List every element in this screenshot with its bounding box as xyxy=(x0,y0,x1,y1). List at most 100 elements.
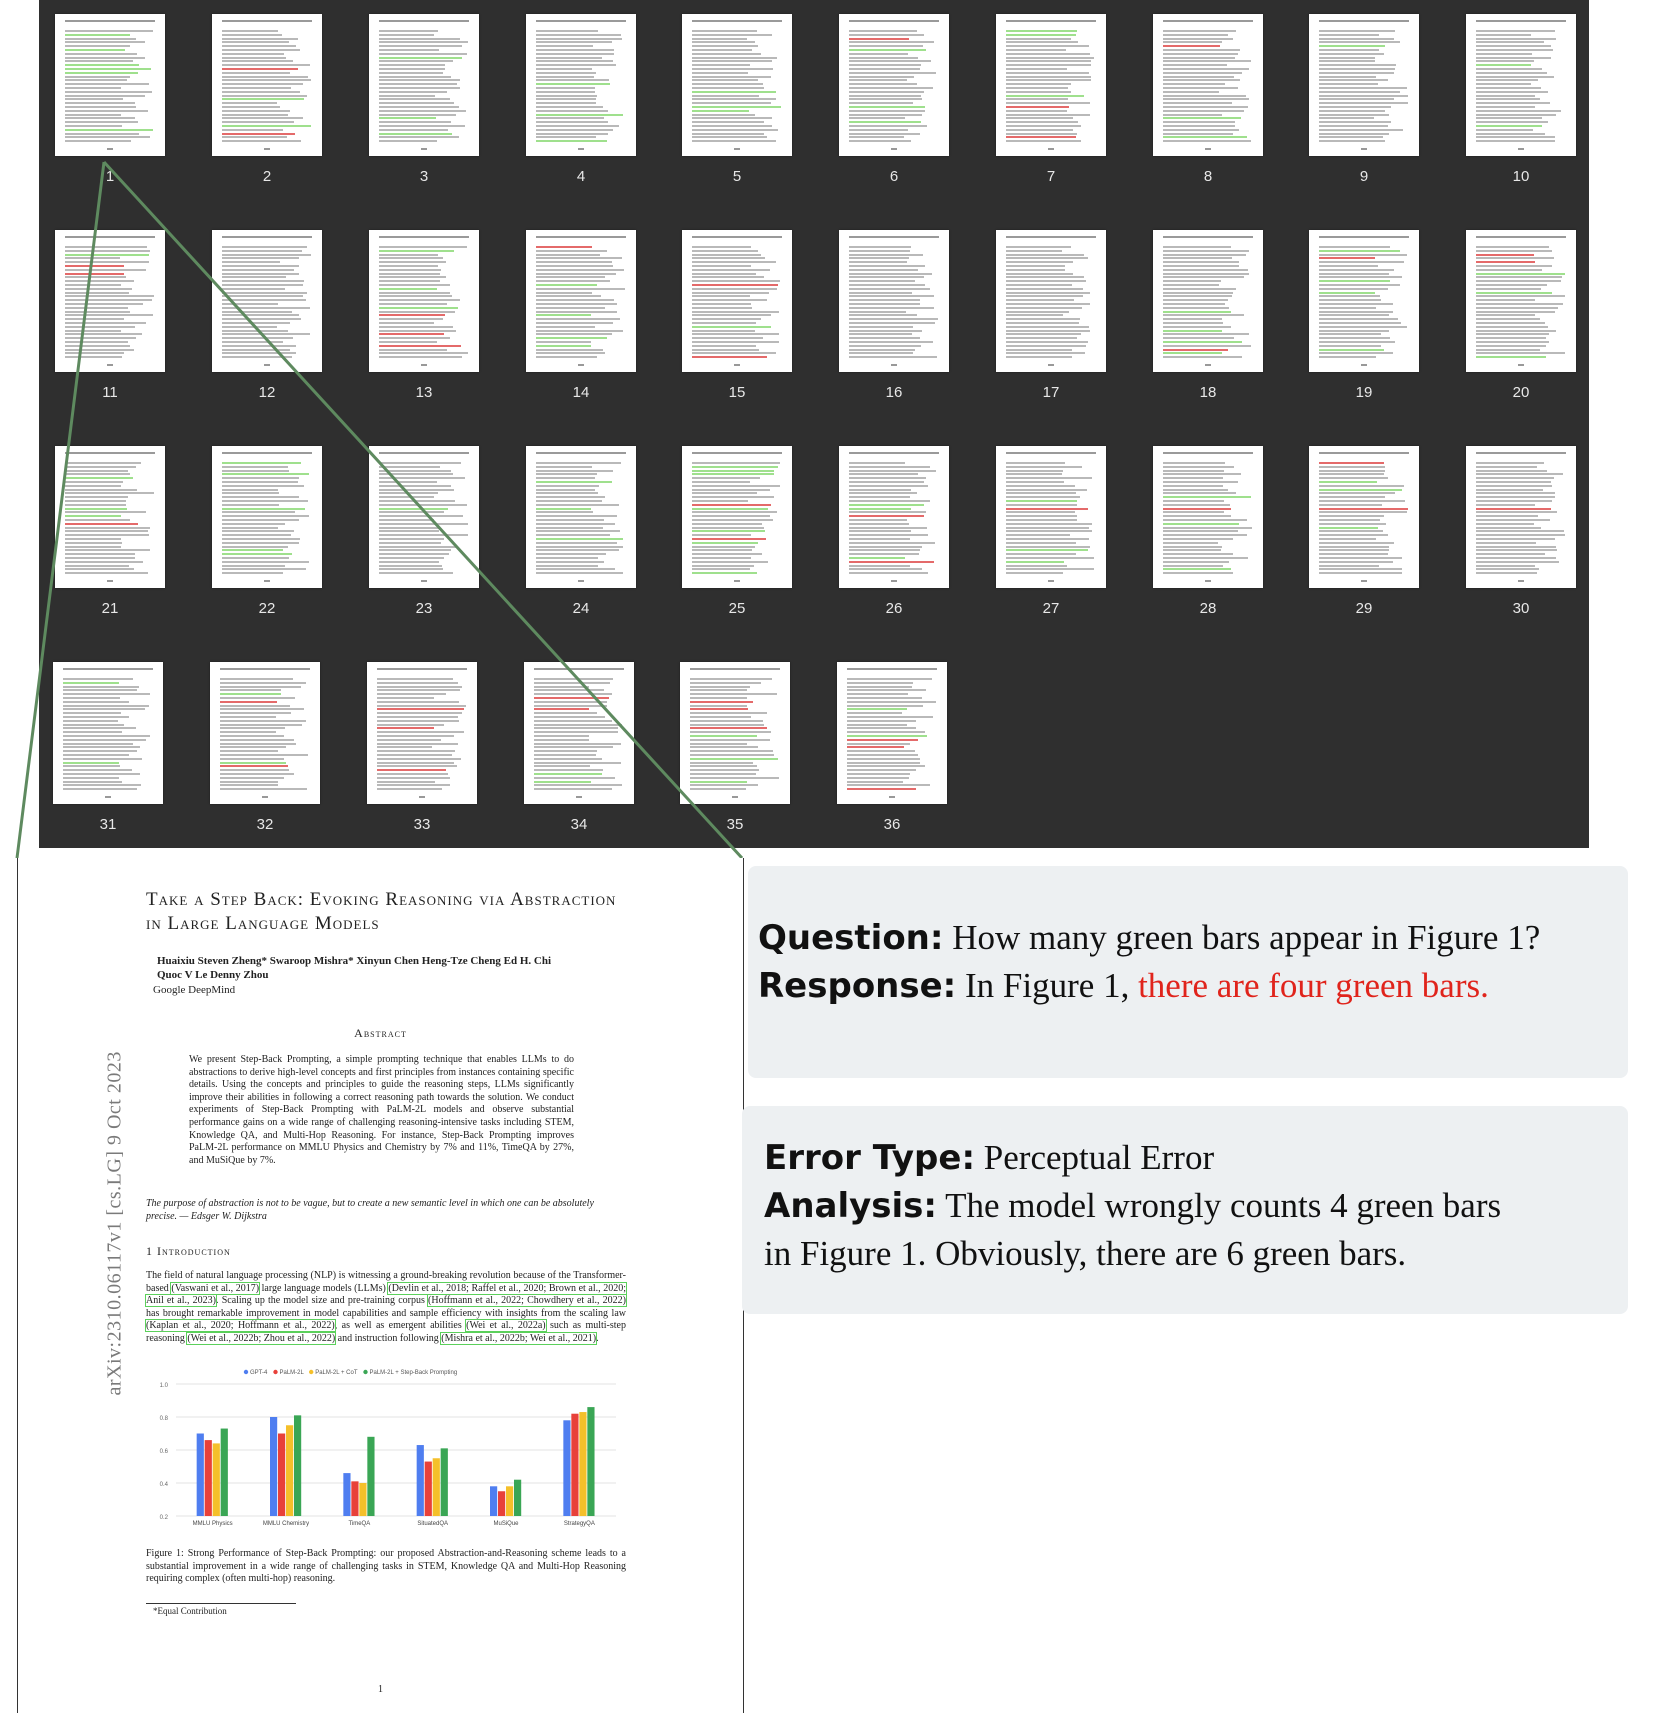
page-thumbnail[interactable] xyxy=(996,446,1106,588)
page-thumbnail[interactable] xyxy=(1309,446,1419,588)
page-thumbnail[interactable] xyxy=(1309,14,1419,156)
thumb-text-line xyxy=(1476,522,1534,525)
page-thumbnail[interactable] xyxy=(839,230,949,372)
citation[interactable]: (Devlin et al., 2018; Raffel et al., 202… xyxy=(145,1281,627,1308)
page-thumbnail[interactable] xyxy=(367,662,477,804)
thumb-text-line xyxy=(849,253,923,256)
thumb-header-line xyxy=(222,452,312,454)
page-thumbnail[interactable] xyxy=(1466,230,1576,372)
thumb-text-line xyxy=(377,708,464,711)
citation[interactable]: (Vaswani et al., 2017) xyxy=(170,1281,261,1295)
thumb-text-line xyxy=(1476,519,1550,521)
thumb-text-line xyxy=(536,572,623,575)
thumb-text-line xyxy=(222,33,282,36)
thumb-text-line xyxy=(536,117,604,120)
page-thumbnail[interactable] xyxy=(1309,230,1419,372)
page-thumbnail[interactable] xyxy=(1153,14,1263,156)
thumb-text-line xyxy=(847,773,910,775)
thumb-text-line xyxy=(849,56,918,59)
page-thumbnail[interactable] xyxy=(682,230,792,372)
page-thumbnail[interactable] xyxy=(839,446,949,588)
page-thumbnail[interactable] xyxy=(839,14,949,156)
figure-1-bar-chart: 1.0 0.8 0.6 0.4 0.2 GPT-4 PaLM-2L PaLM-2L + CoT… xyxy=(160,1369,616,1527)
thumb-text-line xyxy=(849,249,910,252)
page-thumbnail[interactable] xyxy=(369,446,479,588)
page-thumbnail[interactable] xyxy=(210,662,320,804)
thumb-text-line xyxy=(220,731,276,734)
page-thumbnail[interactable] xyxy=(55,230,165,372)
thumb-text-line xyxy=(1163,106,1248,108)
thumb-text-line xyxy=(849,503,924,506)
thumb-text-line xyxy=(692,534,751,537)
page-thumbnail[interactable] xyxy=(369,14,479,156)
thumb-text-line xyxy=(536,341,591,343)
page-thumbnail[interactable] xyxy=(680,662,790,804)
page-thumbnail[interactable] xyxy=(1153,230,1263,372)
paper-title: Take a Step Back: Evoking Reasoning via … xyxy=(146,889,617,934)
thumb-text-line xyxy=(1006,325,1089,328)
thumb-text-line xyxy=(849,564,910,567)
page-thumbnail[interactable] xyxy=(526,230,636,372)
thumb-text-line xyxy=(1476,511,1557,514)
thumb-text-line xyxy=(222,503,279,506)
page-thumbnail[interactable] xyxy=(524,662,634,804)
thumb-text-line xyxy=(690,742,747,745)
page-thumbnail[interactable] xyxy=(212,14,322,156)
thumb-text-line xyxy=(377,765,457,768)
citation[interactable]: (Mishra et al., 2022b; Wei et al., 2021) xyxy=(440,1331,598,1345)
thumb-text-line xyxy=(849,356,937,359)
page-thumbnail[interactable] xyxy=(53,662,163,804)
thumb-text-line xyxy=(1319,462,1384,464)
thumb-text-line xyxy=(849,549,920,552)
page-thumbnail[interactable] xyxy=(526,446,636,588)
page-thumbnail[interactable] xyxy=(212,230,322,372)
thumb-text-line xyxy=(1163,519,1247,521)
thumb-text-line xyxy=(379,117,436,120)
page-thumbnail[interactable] xyxy=(1466,446,1576,588)
page-number-label: 35 xyxy=(726,816,744,833)
thumb-text-line xyxy=(1319,314,1389,317)
thumb-text-line xyxy=(849,41,934,44)
page-thumbnail[interactable] xyxy=(1466,14,1576,156)
page-thumbnail[interactable] xyxy=(682,14,792,156)
bar xyxy=(514,1479,522,1516)
page-thumbnail[interactable] xyxy=(212,446,322,588)
abstract-heading: Abstract xyxy=(354,1026,407,1040)
page-thumbnail[interactable] xyxy=(55,14,165,156)
thumb-text-line xyxy=(222,541,299,544)
page-thumbnail[interactable] xyxy=(837,662,947,804)
thumb-text-line xyxy=(849,534,928,537)
thumb-text-line xyxy=(1319,344,1381,347)
thumb-text-line xyxy=(1319,333,1381,336)
thumb-text-line xyxy=(692,484,780,487)
thumb-text-line xyxy=(536,344,591,347)
page-thumbnail[interactable] xyxy=(1153,446,1263,588)
thumb-text-line xyxy=(1006,306,1082,309)
page-thumbnail[interactable] xyxy=(526,14,636,156)
thumb-text-line xyxy=(536,352,605,355)
thumb-text-line xyxy=(849,511,926,514)
page-thumbnail[interactable] xyxy=(369,230,479,372)
thumb-text-line xyxy=(379,530,439,533)
thumb-text-line xyxy=(692,64,750,67)
thumb-text-line xyxy=(534,681,610,684)
thumb-text-line xyxy=(379,90,447,93)
error-type-label: Error Type: xyxy=(764,1138,976,1178)
page-thumbnail[interactable] xyxy=(682,446,792,588)
citation[interactable]: (Wei et al., 2022b; Zhou et al., 2022) xyxy=(186,1331,337,1345)
thumb-text-line xyxy=(1476,500,1552,502)
page-thumbnail[interactable] xyxy=(996,14,1106,156)
citation[interactable]: (Hoffmann et al., 2022; Chowdhery et al.… xyxy=(427,1294,628,1308)
page-thumbnail[interactable] xyxy=(996,230,1106,372)
thumb-text-line xyxy=(1319,102,1408,105)
thumb-text-line xyxy=(1006,128,1073,131)
page-thumbnail[interactable] xyxy=(55,446,165,588)
figure-caption: Figure 1: Strong Performance of Step-Bac… xyxy=(146,1548,626,1585)
citation[interactable]: (Wei et al., 2022a) xyxy=(465,1319,547,1333)
thumb-text-line xyxy=(849,79,907,82)
thumb-text-line xyxy=(220,769,289,772)
thumb-text-line xyxy=(379,341,437,343)
thumb-text-line xyxy=(222,272,299,275)
citation[interactable]: (Kaplan et al., 2020; Hoffmann et al., 2… xyxy=(145,1319,336,1333)
thumb-text-line xyxy=(65,109,148,112)
